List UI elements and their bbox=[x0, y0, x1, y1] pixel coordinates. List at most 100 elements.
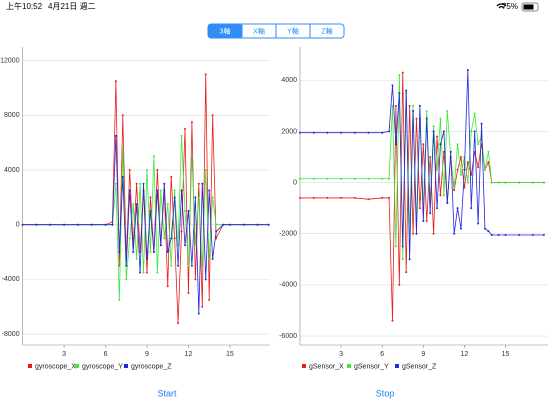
x-tick-label: 6 bbox=[104, 351, 108, 358]
segment[interactable]: X軸 bbox=[253, 26, 265, 35]
series-line bbox=[22, 74, 269, 324]
data-point bbox=[156, 189, 159, 192]
y-tick-label: -4000 bbox=[2, 276, 20, 283]
data-point bbox=[118, 298, 121, 301]
data-point bbox=[408, 104, 411, 107]
data-point bbox=[180, 230, 183, 233]
y-tick-label: 4000 bbox=[281, 77, 297, 84]
legend-swatch bbox=[302, 364, 306, 368]
data-point bbox=[128, 189, 131, 192]
x-tick-label: 6 bbox=[380, 351, 384, 358]
data-point bbox=[128, 169, 131, 172]
data-point bbox=[401, 258, 404, 261]
legend-label: gyroscope_Y bbox=[82, 363, 123, 370]
data-point bbox=[367, 131, 370, 134]
y-tick-label: -2000 bbox=[279, 231, 297, 238]
data-point bbox=[21, 223, 24, 226]
data-point bbox=[159, 189, 162, 192]
y-tick-label: 12000 bbox=[0, 58, 20, 65]
data-point bbox=[463, 186, 466, 189]
series-line bbox=[300, 72, 544, 321]
data-point bbox=[497, 181, 500, 184]
data-point bbox=[483, 168, 486, 171]
stop-button[interactable]: Stop bbox=[376, 388, 395, 398]
legend-swatch bbox=[347, 364, 351, 368]
data-point bbox=[542, 234, 545, 237]
data-point bbox=[415, 232, 418, 235]
data-point bbox=[299, 196, 301, 199]
x-tick-label: 3 bbox=[339, 351, 343, 358]
data-point bbox=[439, 194, 442, 197]
data-point bbox=[215, 230, 218, 233]
data-point bbox=[173, 237, 176, 240]
data-point bbox=[394, 245, 397, 248]
data-point bbox=[483, 227, 486, 230]
data-point bbox=[211, 114, 214, 117]
data-point bbox=[388, 130, 391, 133]
y-tick-label: -6000 bbox=[279, 333, 297, 340]
charts: -8000 -4000 0 4000 8000 12000 3 6 9 12 15 gyroscope… bbox=[0, 47, 548, 370]
data-point bbox=[405, 89, 408, 92]
data-point bbox=[211, 257, 214, 260]
data-point bbox=[104, 223, 107, 226]
data-point bbox=[208, 298, 211, 301]
data-point bbox=[76, 223, 79, 226]
data-point bbox=[170, 264, 173, 267]
data-point bbox=[463, 168, 466, 171]
data-point bbox=[401, 71, 404, 74]
data-point bbox=[456, 207, 459, 210]
segment[interactable]: 3軸 bbox=[220, 26, 231, 35]
legend-swatch bbox=[395, 364, 399, 368]
data-point bbox=[367, 198, 370, 201]
data-point bbox=[480, 122, 483, 125]
data-point bbox=[439, 143, 442, 146]
data-point bbox=[408, 258, 411, 261]
data-point bbox=[449, 150, 452, 153]
data-point bbox=[299, 131, 301, 134]
data-point bbox=[152, 155, 155, 158]
data-point bbox=[204, 73, 207, 76]
data-point bbox=[453, 189, 456, 192]
x-tick-label: 3 bbox=[62, 351, 66, 358]
data-point bbox=[121, 175, 124, 178]
data-point bbox=[163, 237, 166, 240]
segment[interactable]: Y軸 bbox=[287, 26, 299, 35]
segment[interactable]: Z軸 bbox=[321, 26, 332, 35]
data-point bbox=[398, 74, 401, 77]
wifi-icon bbox=[496, 3, 507, 9]
data-point bbox=[135, 257, 138, 260]
data-point bbox=[208, 257, 211, 260]
data-point bbox=[425, 109, 428, 112]
data-point bbox=[436, 168, 439, 171]
data-point bbox=[388, 177, 391, 180]
data-point bbox=[412, 232, 415, 235]
data-point bbox=[204, 278, 207, 281]
data-point bbox=[215, 223, 218, 226]
data-point bbox=[156, 271, 159, 274]
segmented-control: 3軸 X軸 Y軸 Z軸 bbox=[207, 23, 345, 39]
data-point bbox=[487, 161, 490, 164]
data-point bbox=[156, 169, 159, 172]
data-point bbox=[442, 130, 445, 133]
data-point bbox=[121, 148, 124, 151]
legend-label: gSensor_Z bbox=[402, 363, 437, 370]
data-point bbox=[398, 283, 401, 286]
data-point bbox=[177, 244, 180, 247]
data-point bbox=[121, 114, 124, 117]
data-point bbox=[149, 196, 152, 199]
data-point bbox=[453, 232, 456, 235]
data-point bbox=[432, 232, 435, 235]
data-point bbox=[456, 168, 459, 171]
data-point bbox=[398, 92, 401, 95]
data-point bbox=[166, 251, 169, 254]
y-tick-label: 0 bbox=[16, 222, 20, 229]
legend-label: gSensor_Y bbox=[354, 363, 389, 370]
data-point bbox=[418, 207, 421, 210]
data-point bbox=[142, 271, 145, 274]
data-point bbox=[90, 223, 93, 226]
start-button[interactable]: Start bbox=[157, 388, 177, 398]
data-point bbox=[391, 104, 394, 107]
data-point bbox=[340, 131, 343, 134]
data-point bbox=[326, 131, 329, 134]
data-point bbox=[412, 104, 415, 107]
